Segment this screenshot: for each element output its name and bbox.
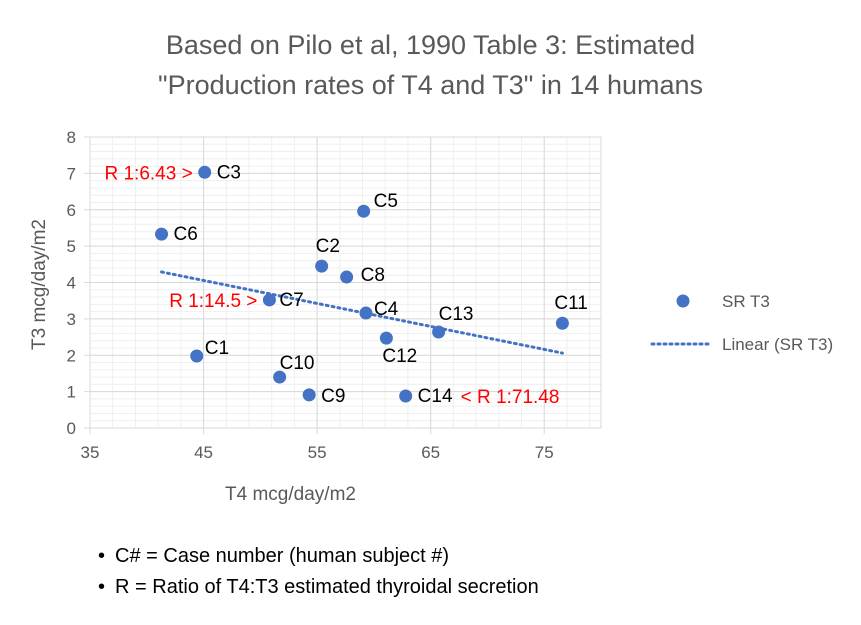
data-point-c10 [273, 370, 287, 384]
x-tick-label: 35 [81, 443, 100, 462]
y-tick-label: 2 [67, 346, 76, 365]
data-point-c9 [302, 388, 316, 402]
legend-label-sr-t3: SR T3 [722, 292, 770, 311]
data-point-c4 [359, 306, 373, 320]
data-label-c14: C14 [418, 386, 453, 407]
data-point-c7 [262, 293, 276, 307]
note-ratio: R = Ratio of T4:T3 estimated thyroidal s… [98, 576, 539, 599]
x-axis-label: T4 mcg/day/m2 [225, 484, 356, 505]
y-tick-label: 5 [67, 237, 76, 256]
y-tick-label: 7 [67, 164, 76, 183]
data-label-c10: C10 [280, 353, 315, 374]
data-label-c5: C5 [374, 191, 398, 212]
y-tick-label: 1 [67, 383, 76, 402]
data-point-c6 [155, 227, 169, 241]
x-tick-label: 75 [535, 443, 554, 462]
data-point-c13 [432, 325, 446, 339]
data-point-c3 [198, 165, 212, 179]
data-point-c14 [399, 389, 413, 403]
data-label-c2: C2 [316, 236, 340, 257]
data-point-c11 [555, 316, 569, 330]
data-label-c1: C1 [205, 338, 229, 359]
x-tick-label: 65 [421, 443, 440, 462]
x-tick-label: 55 [308, 443, 327, 462]
data-point-c5 [357, 204, 371, 218]
data-point-c1 [190, 349, 204, 363]
data-label-c6: C6 [174, 224, 198, 245]
chart-title-line-2: "Production rates of T4 and T3" in 14 hu… [158, 70, 703, 100]
legend-marker-sr-t3 [676, 294, 690, 308]
ratio-annotation: < R 1:71.48 [461, 387, 560, 408]
chart-title-line-1: Based on Pilo et al, 1990 Table 3: Estim… [165, 30, 696, 60]
data-label-c9: C9 [321, 386, 345, 407]
data-label-c8: C8 [361, 265, 385, 286]
legend-label-trendline: Linear (SR T3) [722, 335, 833, 354]
note-case-number: C# = Case number (human subject #) [98, 545, 449, 568]
x-tick-label: 45 [194, 443, 213, 462]
y-axis-label: T3 mcg/day/m2 [29, 219, 50, 350]
data-label-c13: C13 [439, 304, 474, 325]
data-label-c12: C12 [382, 346, 417, 367]
y-tick-label: 4 [67, 274, 76, 293]
data-point-c2 [315, 259, 329, 273]
ratio-annotation: R 1:6.43 > [104, 163, 192, 184]
data-label-c11: C11 [554, 293, 587, 314]
data-label-c7: C7 [279, 290, 303, 311]
ratio-annotation: R 1:14.5 > [169, 291, 257, 312]
y-tick-label: 6 [67, 201, 76, 220]
y-tick-label: 8 [67, 128, 76, 147]
y-tick-label: 3 [67, 310, 76, 329]
data-point-c8 [340, 270, 354, 284]
data-label-c3: C3 [217, 162, 241, 183]
y-tick-label: 0 [67, 419, 76, 438]
data-label-c4: C4 [374, 299, 399, 320]
data-point-c12 [379, 331, 393, 345]
